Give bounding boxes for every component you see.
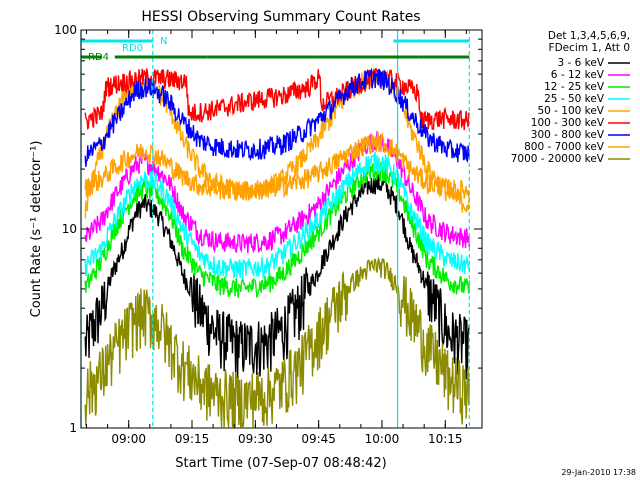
series-line-7000-20000-kev: [84, 256, 471, 428]
legend-label-25-50-kev: 25 - 50 keV: [544, 93, 605, 105]
flag-label-rd0: RD0: [122, 43, 143, 54]
x-axis-label: Start Time (07-Sep-07 08:48:42): [175, 456, 386, 471]
series-line-300-800-kev: [84, 67, 471, 167]
series-3-6-kev: [84, 174, 471, 380]
series-100-300-kev: [84, 67, 471, 131]
series-line-800-7000-kev: [84, 130, 470, 201]
legend-header-1: FDecim 1, Att 0: [549, 42, 630, 54]
x-tick-label-10-15: 10:15: [428, 432, 463, 446]
y-axis-label: Count Rate (s⁻¹ detector⁻¹): [29, 141, 44, 318]
series-line-25-50-kev: [84, 151, 471, 280]
series-7000-20000-kev: [84, 256, 471, 428]
legend-label-50-100-kev: 50 - 100 keV: [537, 105, 604, 117]
timestamp: 29-Jan-2010 17:38: [561, 468, 636, 477]
axis-layer: 09:00 09:15 09:30 09:45 10:00 10:15 1 10 100: [54, 23, 482, 446]
y-tick-label-10: 10: [62, 222, 77, 236]
chart-title: HESSI Observing Summary Count Rates: [141, 9, 420, 25]
y-tick-label-1: 1: [69, 421, 77, 435]
y-tick-label-100: 100: [54, 23, 77, 37]
x-tick-label-09-45: 09:45: [301, 432, 336, 446]
legend-label-100-300-kev: 100 - 300 keV: [531, 117, 605, 129]
series-line-100-300-kev: [84, 67, 471, 131]
series-line-6-12-kev: [84, 131, 471, 254]
x-tick-label-09-15: 09:15: [175, 432, 210, 446]
series-300-800-kev: [84, 67, 471, 167]
legend-label-7000-20000-kev: 7000 - 20000 keV: [511, 153, 605, 165]
legend-label-6-12-kev: 6 - 12 keV: [551, 69, 605, 81]
series-800-7000-kev: [84, 130, 470, 201]
x-tick-label-10-00: 10:00: [365, 432, 400, 446]
x-tick-label-09-00: 09:00: [111, 432, 146, 446]
legend-label-12-25-kev: 12 - 25 keV: [544, 81, 605, 93]
flag-layer: N RD0 RD4: [80, 30, 470, 428]
legend-label-800-7000-kev: 800 - 7000 keV: [524, 141, 605, 153]
data-layer: [84, 67, 471, 428]
legend-label-3-6-kev: 3 - 6 keV: [557, 57, 604, 69]
x-tick-label-09-30: 09:30: [238, 432, 273, 446]
series-6-12-kev: [84, 131, 471, 254]
legend: Det 1,3,4,5,6,9,FDecim 1, Att 0 3 - 6 keV…: [511, 30, 630, 165]
series-line-3-6-kev: [84, 174, 471, 380]
legend-header-0: Det 1,3,4,5,6,9,: [548, 30, 630, 42]
legend-label-300-800-kev: 300 - 800 keV: [531, 129, 605, 141]
flag-label-rd4: RD4: [88, 52, 109, 63]
series-25-50-kev: [84, 151, 471, 280]
flag-label-n: N: [160, 36, 167, 47]
